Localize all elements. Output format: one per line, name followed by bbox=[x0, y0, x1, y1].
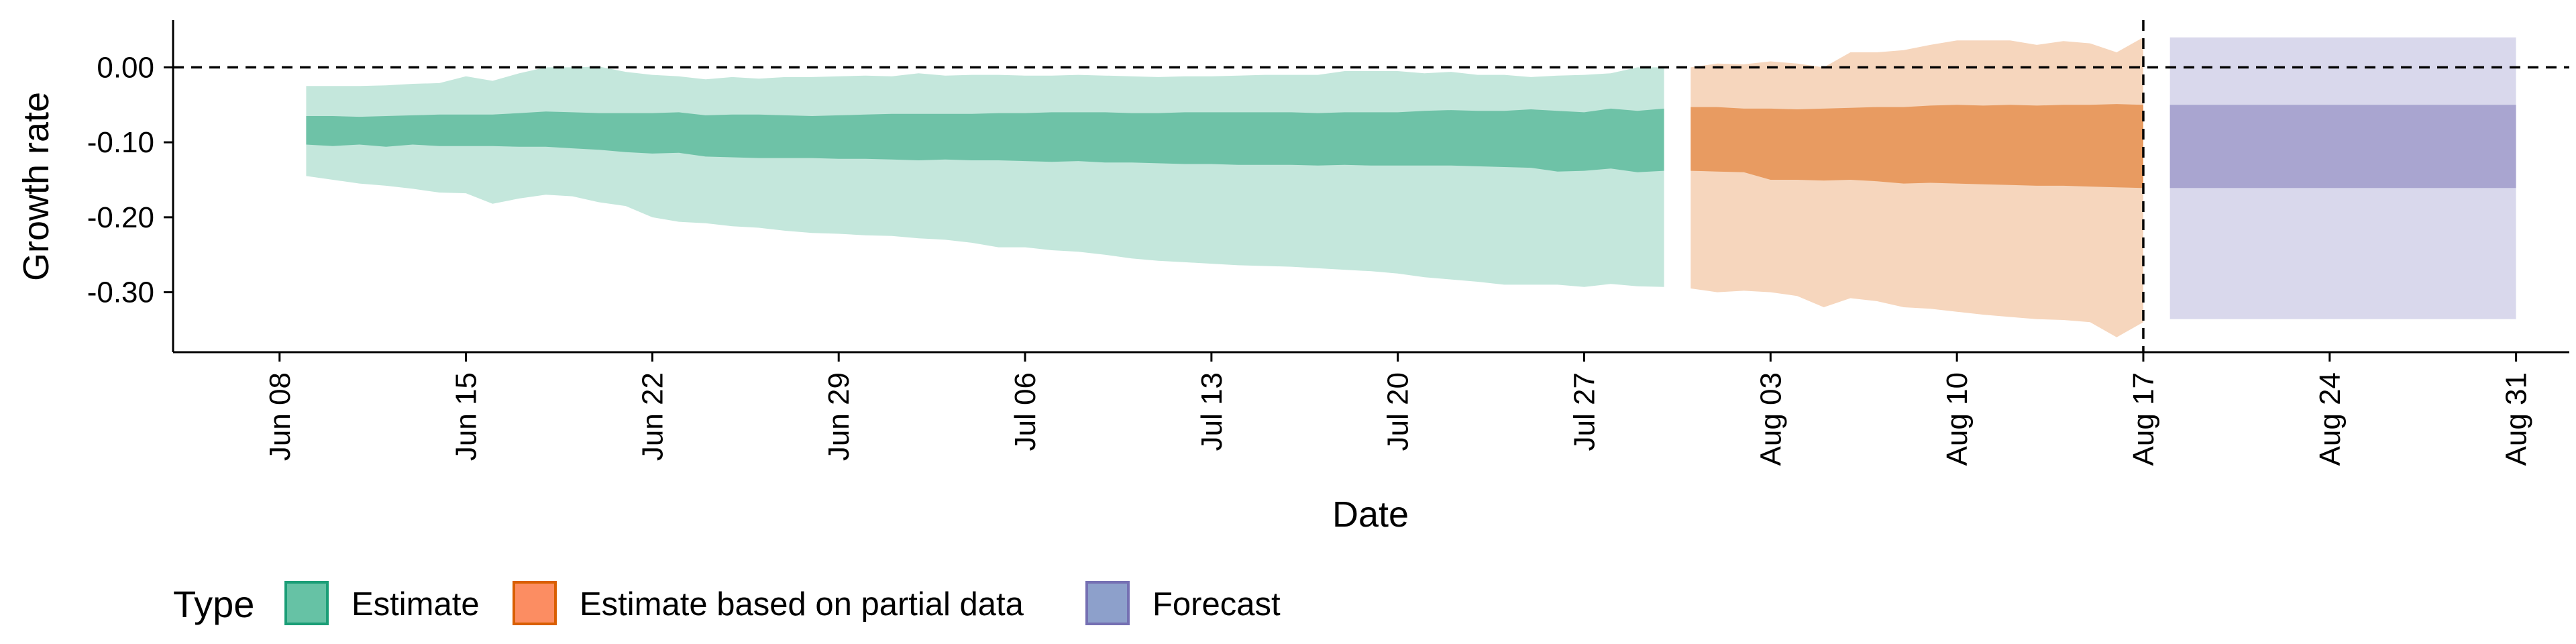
y-ticks: 0.00 -0.10 -0.20 -0.30 bbox=[87, 51, 173, 309]
y-tick-label: -0.30 bbox=[87, 276, 154, 309]
legend-label-forecast: Forecast bbox=[1152, 586, 1281, 623]
legend-swatch-estimate-based-on-partial-data bbox=[513, 581, 557, 625]
x-axis-title: Date bbox=[1332, 494, 1409, 535]
estimate-based-on-partial-data-band-50 bbox=[1690, 104, 2143, 189]
estimate-band-50 bbox=[306, 108, 1664, 172]
reference-lines bbox=[173, 20, 2569, 352]
axes bbox=[172, 20, 2569, 354]
x-tick-label: Jul 13 bbox=[1195, 372, 1228, 451]
estimate-band-90 bbox=[306, 66, 1664, 287]
x-tick-label: Jun 08 bbox=[264, 372, 297, 461]
y-tick-label: 0.00 bbox=[97, 51, 154, 84]
x-tick-label: Jul 06 bbox=[1009, 372, 1042, 451]
forecast-band-50 bbox=[2169, 105, 2516, 189]
band-layer bbox=[306, 37, 2516, 337]
x-tick-label: Aug 10 bbox=[1941, 372, 1974, 466]
estimate-based-on-partial-data-band-90 bbox=[1690, 37, 2143, 337]
x-tick-label: Jun 22 bbox=[636, 372, 669, 461]
x-tick-label: Jun 29 bbox=[822, 372, 855, 461]
x-tick-label: Jul 20 bbox=[1382, 372, 1415, 451]
legend-label-estimate: Estimate bbox=[352, 586, 480, 623]
x-tick-label: Aug 24 bbox=[2314, 372, 2347, 466]
legend-title: Type bbox=[173, 583, 254, 625]
x-tick-label: Jun 15 bbox=[450, 372, 483, 461]
y-axis-title: Growth rate bbox=[16, 92, 56, 281]
legend-swatch-estimate bbox=[284, 581, 329, 625]
legend: Type Estimate Estimate based on partial d… bbox=[173, 581, 1281, 625]
x-tick-label: Jul 27 bbox=[1568, 372, 1601, 451]
y-tick-label: -0.20 bbox=[87, 201, 154, 234]
x-tick-label: Aug 03 bbox=[1754, 372, 1787, 466]
x-tick-label: Aug 17 bbox=[2127, 372, 2160, 466]
y-tick-label: -0.10 bbox=[87, 126, 154, 159]
x-ticks: Jun 08 Jun 15 Jun 22 Jun 29 Jul 06 Jul 13 Jul … bbox=[264, 352, 2533, 466]
legend-swatch-forecast bbox=[1085, 581, 1130, 625]
x-tick-label: Aug 31 bbox=[2500, 372, 2533, 466]
legend-label-estimate-based-on-partial-data: Estimate based on partial data bbox=[580, 586, 1024, 623]
